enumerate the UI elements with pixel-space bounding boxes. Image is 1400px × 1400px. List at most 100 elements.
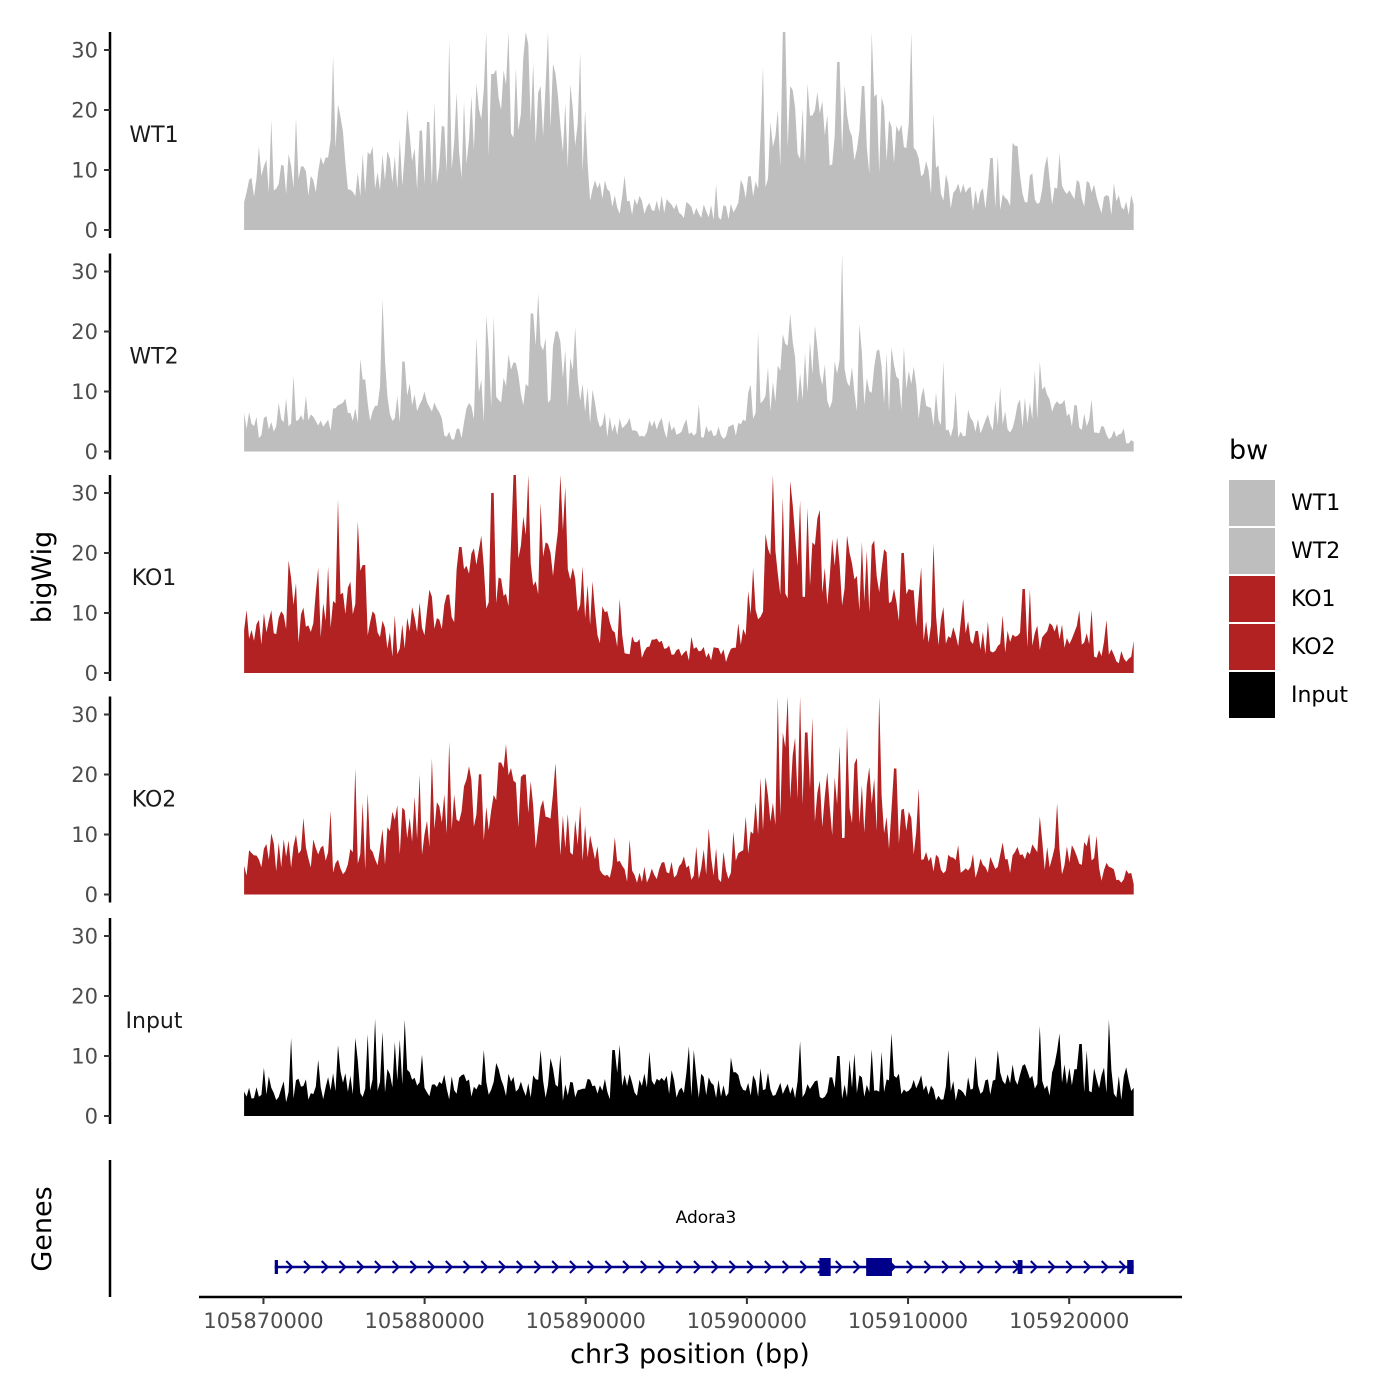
track-label-input: Input (126, 1009, 183, 1034)
legend-swatch-wt2 (1229, 528, 1275, 574)
strand-arrow (1083, 1260, 1092, 1274)
strand-arrow (498, 1260, 507, 1274)
strand-arrow (338, 1260, 347, 1274)
gene-exon (1017, 1260, 1023, 1274)
strand-arrow (923, 1260, 932, 1274)
y-tick-label-input: 0 (85, 1105, 98, 1129)
strand-arrow (622, 1260, 631, 1274)
y-tick-label-wt1: 30 (71, 39, 98, 63)
y-axis-title: bigWig (27, 531, 58, 624)
strand-arrow (604, 1260, 613, 1274)
strand-arrow (657, 1260, 666, 1274)
y-tick-label-wt2: 10 (71, 380, 98, 404)
legend-swatch-ko1 (1229, 576, 1275, 622)
gene-exon (866, 1258, 892, 1276)
strand-arrow (303, 1260, 312, 1274)
strand-arrow (640, 1260, 649, 1274)
genes-track-title: Genes (27, 1186, 58, 1271)
y-tick-label-ko2: 30 (71, 703, 98, 727)
legend-label-ko2: KO2 (1291, 635, 1336, 660)
area-ko2 (244, 696, 1134, 895)
y-tick-label-wt1: 10 (71, 159, 98, 183)
tracks-layer: 0 10 20 30 WT1 0 10 20 30 WT2 0 10 20 30 KO1 0 10 20 30 KO2… (71, 32, 1134, 1129)
strand-arrow (462, 1260, 471, 1274)
x-axis: 105870000 105880000 105890000 105900000 1059… (199, 1295, 1182, 1370)
track-input: 0 10 20 30 Input (71, 918, 1134, 1129)
strand-arrow (551, 1260, 560, 1274)
y-tick-label-wt1: 20 (71, 99, 98, 123)
strand-arrow (285, 1260, 294, 1274)
gene-label: Adora3 (676, 1208, 737, 1228)
track-label-wt1: WT1 (129, 123, 178, 148)
strand-arrow (533, 1260, 542, 1274)
y-tick-label-wt2: 30 (71, 260, 98, 284)
strand-arrow (480, 1260, 489, 1274)
strand-arrow (728, 1260, 737, 1274)
track-label-wt2: WT2 (129, 345, 178, 370)
y-tick-label-ko2: 0 (85, 883, 98, 907)
legend-entries: WT1 WT2 KO1 KO2 Input (1229, 480, 1348, 718)
legend-title: bw (1229, 435, 1268, 466)
area-ko1 (244, 475, 1134, 673)
strand-arrow (409, 1260, 418, 1274)
strand-arrow (569, 1260, 578, 1274)
legend-label-input: Input (1291, 683, 1348, 708)
strand-arrow (427, 1260, 436, 1274)
strand-arrow (320, 1260, 330, 1274)
x-axis-title: chr3 position (bp) (570, 1339, 810, 1370)
y-tick-label-wt2: 20 (71, 320, 98, 344)
legend-swatch-input (1229, 672, 1275, 718)
track-wt1: 0 10 20 30 WT1 (71, 32, 1134, 243)
x-tick-label: 105910000 (848, 1309, 968, 1333)
strand-arrow (675, 1260, 684, 1274)
y-tick-label-input: 10 (71, 1045, 98, 1069)
strand-arrow (764, 1260, 773, 1274)
area-wt1 (244, 32, 1134, 230)
strand-arrow (391, 1260, 401, 1274)
y-tick-label-input: 20 (71, 985, 98, 1009)
legend-swatch-wt1 (1229, 480, 1275, 526)
gene-exon (819, 1258, 831, 1276)
strand-arrow (941, 1260, 950, 1274)
strand-arrow (746, 1260, 755, 1274)
strand-arrow (959, 1260, 968, 1274)
strand-arrow (1065, 1260, 1074, 1274)
x-tick-label: 105880000 (364, 1309, 484, 1333)
area-input (244, 1018, 1134, 1116)
strand-arrow (356, 1260, 365, 1274)
track-wt2: 0 10 20 30 WT2 (71, 253, 1134, 464)
x-ticks: 105870000 105880000 105890000 105900000 1059… (203, 1297, 1129, 1333)
track-label-ko1: KO1 (132, 566, 177, 591)
strand-arrow (1047, 1260, 1056, 1274)
x-tick-label: 105920000 (1009, 1309, 1129, 1333)
y-tick-label-ko1: 0 (85, 662, 98, 686)
strand-arrow (445, 1260, 454, 1274)
strand-arrow (976, 1260, 985, 1274)
y-tick-label-ko2: 20 (71, 763, 98, 787)
track-ko1: 0 10 20 30 KO1 (71, 475, 1134, 686)
strand-arrow (1030, 1260, 1039, 1274)
legend-label-ko1: KO1 (1291, 587, 1336, 612)
legend-label-wt1: WT1 (1291, 491, 1340, 516)
strand-arrow (710, 1260, 720, 1274)
gene-exon (1127, 1260, 1134, 1274)
gene-exon (274, 1260, 278, 1274)
gene-track: Genes Adora3 (27, 1160, 1134, 1297)
legend-label-wt2: WT2 (1291, 539, 1340, 564)
strand-arrow (781, 1260, 790, 1274)
x-tick-label: 105890000 (526, 1309, 646, 1333)
strand-arrow (1100, 1260, 1110, 1274)
x-tick-label: 105900000 (687, 1309, 807, 1333)
y-tick-label-ko1: 30 (71, 482, 98, 506)
strand-arrow (852, 1260, 861, 1274)
strand-arrow (835, 1260, 844, 1274)
legend-swatch-ko2 (1229, 624, 1275, 670)
y-tick-label-input: 30 (71, 925, 98, 949)
strand-arrow (994, 1260, 1003, 1274)
y-tick-label-wt2: 0 (85, 440, 98, 464)
strand-arrow (905, 1260, 915, 1274)
y-tick-label-ko1: 10 (71, 602, 98, 626)
strand-arrow (515, 1260, 525, 1274)
y-tick-label-ko2: 10 (71, 823, 98, 847)
